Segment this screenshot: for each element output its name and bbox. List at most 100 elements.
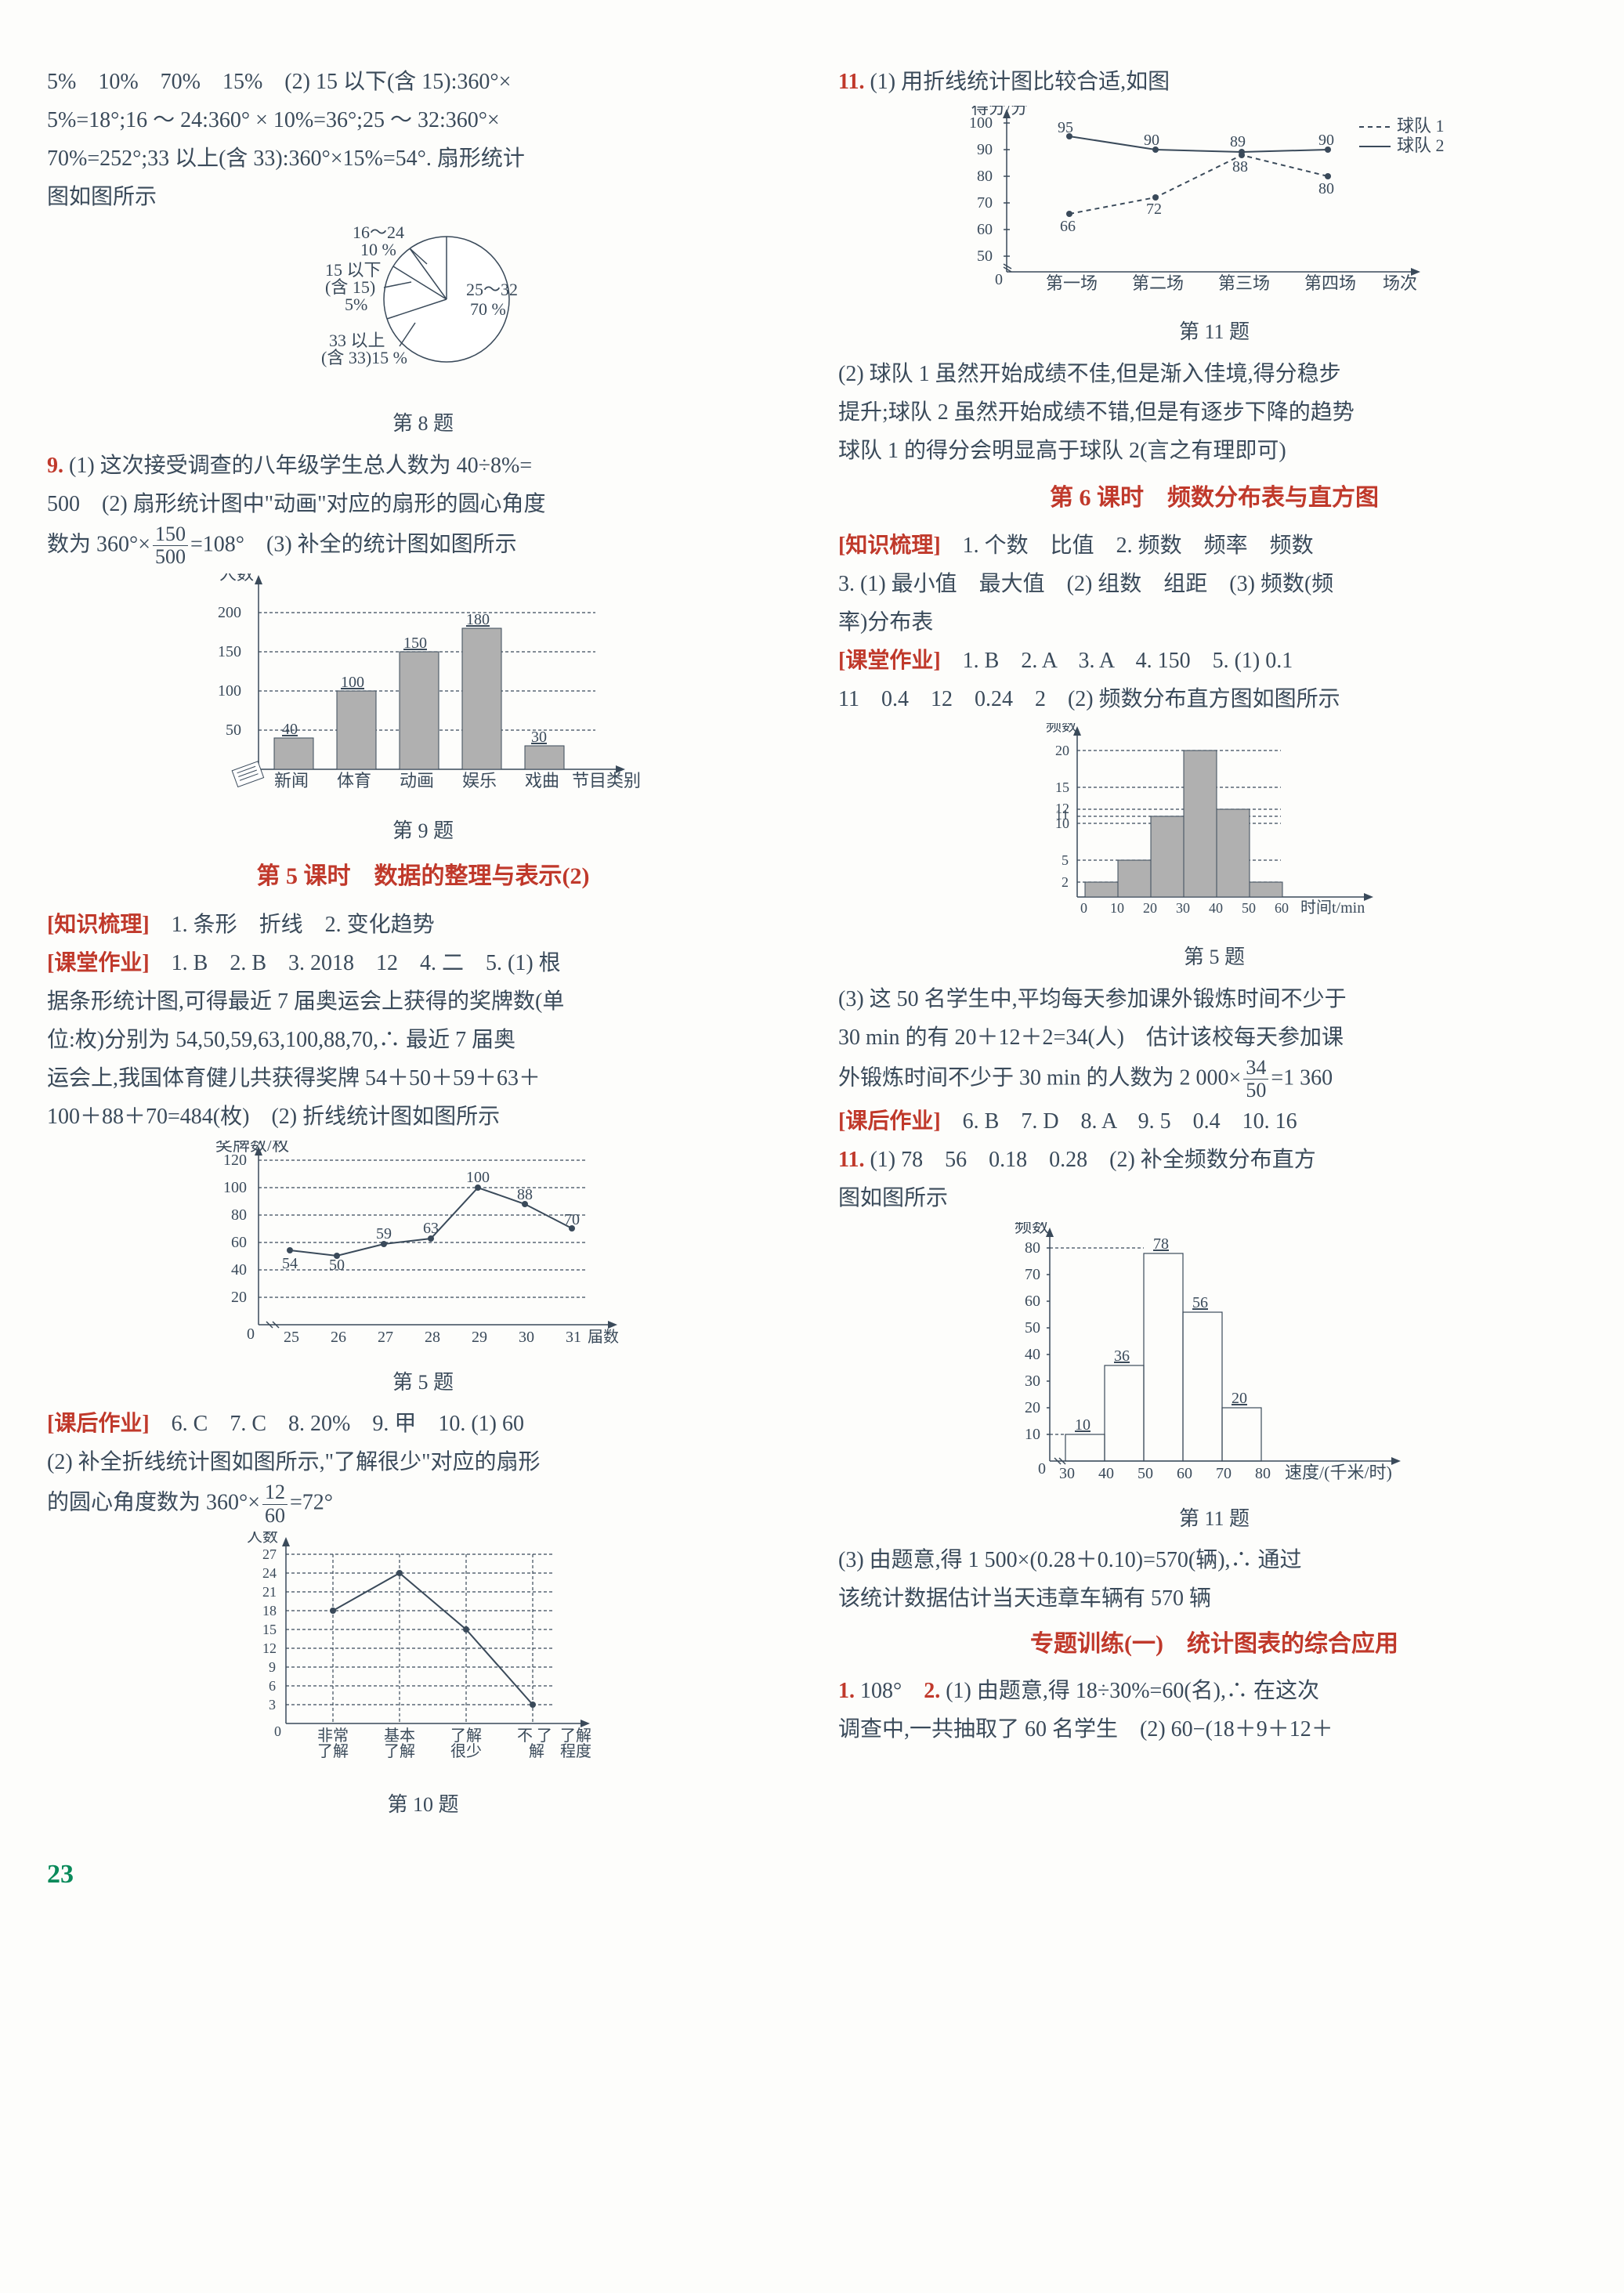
svg-text:20: 20: [231, 1289, 247, 1306]
section-label: [知识梳理]: [838, 533, 941, 558]
svg-text:56: 56: [1192, 1294, 1208, 1311]
text-block: (3) 由题意,得 1 500×(0.28＋0.10)=570(辆),∴ 通过: [838, 1541, 1590, 1579]
hist-svg: 频数 10 20 30 40 50 60 70 80 10 36 78 56 2…: [995, 1222, 1434, 1496]
svg-text:27: 27: [378, 1329, 393, 1346]
question-number: 2.: [924, 1679, 946, 1703]
fraction: 3450: [1243, 1057, 1268, 1102]
svg-text:第一场: 第一场: [1046, 273, 1098, 293]
text-block: 100＋88＋70=484(枚) (2) 折线统计图如图所示: [47, 1098, 799, 1136]
svg-text:体育: 体育: [337, 771, 371, 790]
svg-text:70 %: 70 %: [470, 299, 506, 319]
svg-text:0: 0: [274, 1723, 281, 1739]
svg-text:20: 20: [1232, 1390, 1247, 1407]
text-block: [课后作业] 6. B 7. D 8. A 9. 5 0.4 10. 16: [838, 1102, 1590, 1141]
svg-text:90: 90: [977, 141, 993, 158]
svg-text:50: 50: [1242, 900, 1256, 916]
svg-text:30: 30: [1059, 1465, 1075, 1482]
svg-text:36: 36: [1114, 1347, 1130, 1365]
svg-text:20: 20: [1055, 743, 1069, 758]
chart-caption: 第 10 题: [47, 1787, 799, 1823]
svg-text:100: 100: [218, 682, 241, 700]
text-block: 5%=18°;16 ～ 24:360° × 10%=36°;25 ～ 32:36…: [47, 101, 799, 139]
svg-text:5%: 5%: [345, 295, 367, 314]
svg-text:戏曲: 戏曲: [525, 771, 559, 790]
text-block: 5% 10% 70% 15% (2) 15 以下(含 15):360°×: [47, 63, 799, 101]
text-block: 外锻炼时间不少于 30 min 的人数为 2 000×3450=1 360: [838, 1057, 1590, 1102]
text-block: 的圆心角度数为 360°×1260=72°: [47, 1481, 799, 1527]
text-block: [知识梳理] 1. 条形 折线 2. 变化趋势: [47, 906, 799, 944]
svg-text:了解: 了解: [384, 1742, 415, 1760]
section-label: [课堂作业]: [838, 649, 941, 673]
text-block: (2) 补全折线统计图如图所示,"了解很少"对应的扇形: [47, 1443, 799, 1481]
svg-text:人数: 人数: [247, 1532, 278, 1546]
svg-text:12: 12: [1055, 801, 1069, 816]
svg-text:2: 2: [1062, 874, 1069, 890]
bar-svg: 人数 50 100 150 200 40 100 150 180 30 新闻 体…: [204, 573, 642, 808]
svg-text:非常: 非常: [317, 1727, 349, 1745]
svg-text:70: 70: [1025, 1266, 1040, 1283]
svg-text:球队 2: 球队 2: [1397, 136, 1445, 155]
svg-text:动画: 动画: [400, 771, 434, 790]
svg-text:50: 50: [1138, 1465, 1153, 1482]
svg-text:70: 70: [977, 194, 993, 212]
svg-text:66: 66: [1060, 218, 1076, 235]
svg-text:78: 78: [1153, 1235, 1169, 1253]
svg-text:150: 150: [403, 635, 427, 652]
svg-text:95: 95: [1058, 119, 1073, 136]
svg-text:27: 27: [262, 1546, 277, 1562]
svg-text:15: 15: [262, 1622, 277, 1637]
svg-text:24: 24: [262, 1565, 277, 1581]
text-block: [课堂作业] 1. B 2. B 3. 2018 12 4. 二 5. (1) …: [47, 944, 799, 982]
svg-text:(含 33)15 %: (含 33)15 %: [321, 348, 407, 367]
text-block: 图如图所示: [47, 178, 799, 216]
line-svg: 人数 3 6 9 12 15 18 21 24 27: [235, 1532, 611, 1782]
text-block: 500 (2) 扇形统计图中"动画"对应的扇形的圆心角度: [47, 485, 799, 523]
svg-text:21: 21: [262, 1584, 277, 1600]
svg-text:70: 70: [564, 1211, 580, 1228]
svg-text:30: 30: [1025, 1373, 1040, 1390]
svg-text:70: 70: [1216, 1465, 1232, 1482]
text-block: [知识梳理] 1. 个数 比值 2. 频数 频率 频数: [838, 526, 1590, 565]
svg-text:25～32: 25～32: [466, 280, 518, 299]
svg-text:0: 0: [995, 271, 1003, 288]
svg-text:180: 180: [466, 611, 490, 628]
line-chart-q11-teams: 得分/分 50 60 70 80 90 100 95 9: [838, 106, 1590, 309]
svg-text:50: 50: [977, 248, 993, 265]
chart-caption: 第 5 题: [838, 939, 1590, 975]
svg-text:80: 80: [231, 1206, 247, 1224]
page-container: 5% 10% 70% 15% (2) 15 以下(含 15):360°× 5%=…: [47, 63, 1593, 1828]
section-label: [课后作业]: [47, 1412, 150, 1436]
svg-text:100: 100: [341, 674, 364, 691]
svg-text:54: 54: [282, 1255, 298, 1272]
svg-text:5: 5: [1062, 852, 1069, 868]
line-svg: 奖牌数/枚 20 40 60 80 100 120 54 50 59 63 10…: [204, 1141, 642, 1360]
svg-text:100: 100: [466, 1169, 490, 1186]
svg-text:20: 20: [1143, 900, 1157, 916]
svg-text:节目类别: 节目类别: [572, 771, 641, 790]
text-block: 11. (1) 78 56 0.18 0.28 (2) 补全频数分布直方: [838, 1141, 1590, 1179]
svg-text:120: 120: [223, 1152, 247, 1169]
svg-text:第三场: 第三场: [1218, 273, 1270, 293]
svg-text:6: 6: [269, 1678, 276, 1694]
svg-text:3: 3: [269, 1697, 276, 1713]
svg-text:60: 60: [1177, 1465, 1192, 1482]
svg-text:30: 30: [531, 729, 547, 746]
svg-text:0: 0: [1038, 1460, 1046, 1477]
svg-text:80: 80: [1255, 1465, 1271, 1482]
line-svg: 得分/分 50 60 70 80 90 100 95 9: [948, 106, 1481, 309]
svg-text:50: 50: [226, 722, 241, 739]
text-block: 70%=252°;33 以上(含 33):360°×15%=54°. 扇形统计: [47, 139, 799, 178]
text-block: 提升;球队 2 虽然开始成绩不错,但是有逐步下降的趋势: [838, 393, 1590, 432]
histogram-q11-speed: 频数 10 20 30 40 50 60 70 80 10 36 78 56 2…: [838, 1222, 1590, 1496]
svg-text:31: 31: [566, 1329, 581, 1346]
svg-text:娱乐: 娱乐: [462, 771, 497, 790]
question-number: 1.: [838, 1679, 860, 1703]
chart-caption: 第 11 题: [838, 314, 1590, 350]
svg-text:场次: 场次: [1383, 273, 1417, 293]
text-block: [课后作业] 6. C 7. C 8. 20% 9. 甲 10. (1) 60: [47, 1405, 799, 1443]
text-block: 3. (1) 最小值 最大值 (2) 组数 组距 (3) 频数(频: [838, 565, 1590, 603]
svg-text:10 %: 10 %: [360, 240, 396, 259]
svg-text:12: 12: [262, 1640, 277, 1656]
question-number: 11.: [838, 70, 864, 94]
svg-text:60: 60: [1025, 1293, 1040, 1310]
